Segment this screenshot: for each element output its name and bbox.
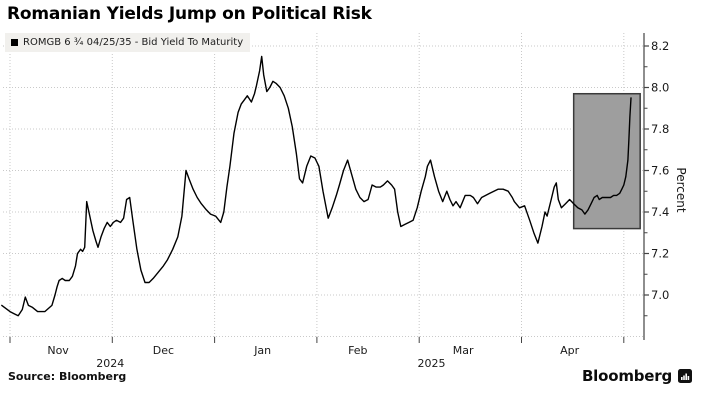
- x-month-label: Jan: [253, 344, 271, 357]
- y-axis-tick-label: 7.6: [651, 164, 669, 178]
- x-month-label: Nov: [47, 344, 69, 357]
- yield-line: [1, 55, 632, 317]
- x-year-label: 2025: [417, 357, 445, 370]
- bloomberg-wordmark: Bloomberg: [581, 367, 672, 385]
- y-axis-title: Percent: [674, 167, 688, 212]
- bloomberg-terminal-icon: [678, 369, 692, 383]
- x-month-label: Mar: [453, 344, 474, 357]
- bloomberg-logo: Bloomberg: [582, 367, 692, 385]
- y-axis-tick-label: 7.0: [651, 288, 669, 302]
- y-axis-tick-label: 8.0: [651, 81, 669, 95]
- x-month-label: Feb: [348, 344, 367, 357]
- legend-swatch-icon: [11, 39, 18, 46]
- source-note: Source: Bloomberg: [8, 370, 127, 383]
- y-axis-tick-label: 8.2: [651, 39, 669, 53]
- x-month-label: Apr: [560, 344, 580, 357]
- legend: ROMGB 6 ¾ 04/25/35 - Bid Yield To Maturi…: [5, 33, 251, 52]
- legend-label: ROMGB 6 ¾ 04/25/35 - Bid Yield To Maturi…: [23, 37, 244, 48]
- x-year-label: 2024: [96, 357, 124, 370]
- x-month-label: Dec: [153, 344, 174, 357]
- y-axis-tick-label: 7.4: [651, 205, 669, 219]
- y-axis-tick-label: 7.8: [651, 122, 669, 136]
- y-axis-tick-label: 7.2: [651, 247, 669, 261]
- chart-title: Romanian Yields Jump on Political Risk: [7, 4, 372, 24]
- highlight-box: [572, 92, 641, 230]
